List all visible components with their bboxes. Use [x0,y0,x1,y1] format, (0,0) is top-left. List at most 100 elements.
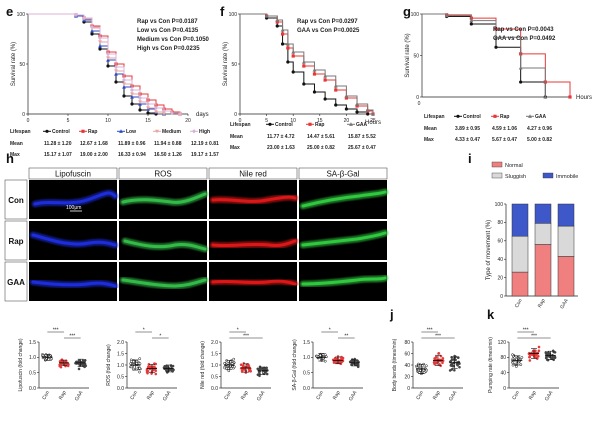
x-axis-label: days [196,112,209,118]
table-header: Rap [315,122,324,128]
data-point [520,356,524,359]
data-point [334,88,338,92]
x-tick-label: Con [511,390,521,401]
data-point [223,366,227,370]
data-point [312,90,317,94]
x-tick-label: Con [315,390,325,401]
worm-group [119,276,209,290]
column-header-box [298,167,388,180]
data-point [135,362,138,365]
panel-k-label: k [487,307,495,322]
data-point [434,361,438,365]
table-cell: Max [424,137,434,143]
data-point [262,367,266,370]
sa-beta-gal-dot-plot: 0.0 0.5 1.0 1.5 SA-β-Gal (fold change) Con Rap… [292,327,363,402]
data-point [275,20,279,24]
significance-label: *** [523,327,529,333]
significance-label: * [143,327,145,333]
data-point [74,12,78,18]
stat-line: Low vs Con P=0.4135 [137,28,199,34]
table-cell: 19.17 ± 1.57 [191,152,219,158]
table-header: Low [126,129,136,135]
data-point [318,354,322,357]
bar-segment-normal [534,244,552,297]
y-tick-label: 0 [234,112,237,118]
y-tick-label: 0.5 [29,370,36,376]
data-point [291,54,295,58]
data-point [130,92,134,96]
data-point [232,357,236,361]
y-tick-label: 20 [497,275,503,281]
y-tick-label: 1.5 [117,351,124,357]
worm-group [29,278,119,290]
worm-body [31,233,117,247]
y-axis-label: SA-β-Gal (fold change) [292,339,298,391]
data-point [82,15,86,21]
y-tick-label: 1.5 [303,340,310,346]
data-point [114,64,118,70]
significance-label: * [329,327,331,333]
y-tick-label: 50 [413,53,419,59]
x-tick-label: Rap [332,390,342,401]
data-point [453,368,456,372]
table-cell: 15.17 ± 1.07 [44,152,72,158]
significance-label: *** [435,333,441,339]
data-point [301,60,306,64]
data-point [170,110,174,116]
data-point [135,359,139,363]
x-tick-label: 15 [317,118,323,124]
data-point [138,366,142,370]
x-tick-label: Rap [537,298,547,309]
data-point [518,65,523,70]
data-point [355,104,359,108]
stat-line: Rap vs Con P=0.0043 [493,27,554,33]
data-point [312,72,317,76]
table-header: Control [463,114,481,120]
data-point [334,103,338,107]
data-point [83,359,87,362]
data-point [415,366,419,369]
y-tick-label: 2.0 [117,340,124,346]
y-axis-label: Nile red (fold change) [200,341,206,389]
y-axis-label: Lipofuscin (fold change) [18,338,24,391]
x-tick-label: Rap [146,390,156,401]
data-point [280,32,285,36]
x-tick-label: 20 [344,118,350,124]
data-point [132,360,135,363]
table-cell: 11.89 ± 0.96 [118,141,146,147]
x-axis-label: Hours [365,120,381,126]
data-point [356,364,360,367]
worm-body [121,278,207,288]
column-header: SA-β-Gal [326,170,359,179]
x-tick-label: 20 [185,118,191,124]
column-header: ROS [154,170,171,179]
x-tick-label: GAA [448,389,459,402]
data-point [333,360,337,364]
data-point [511,353,514,357]
data-point [458,365,461,369]
data-point [312,68,317,72]
x-axis-label: Hours [576,95,592,101]
panel-g-label: g [403,4,411,19]
panel-h-label: h [6,151,14,166]
data-point [90,29,94,33]
worm-group [209,237,299,250]
data-point [98,44,102,48]
ros-dot-plot: 0.0 0.5 1.0 1.5 2.0 ROS (fold change) Con Rap GA… [106,327,177,402]
data-point [417,362,420,366]
table-header: High [199,129,210,135]
y-tick-label: 2.0 [211,340,218,346]
stats-e: Rap vs Con P=0.0187 Low vs Con P=0.4135 … [137,19,210,52]
data-point [437,351,441,355]
data-point [286,46,290,50]
data-point [528,114,532,118]
legend-label: Normal [505,163,523,169]
data-point [553,355,557,359]
legend-label: Immobile [556,174,578,180]
data-point [64,360,68,363]
data-point [511,361,515,365]
stats-f: Rap vs Con P=0.0297 GAA vs Con P=0.0025 [297,19,360,34]
data-point [438,363,441,366]
table-cell: 12.19 ± 0.81 [191,141,219,147]
survival-chart-g: 0 50 100 0 Hours Survival rate (%) [405,12,592,107]
